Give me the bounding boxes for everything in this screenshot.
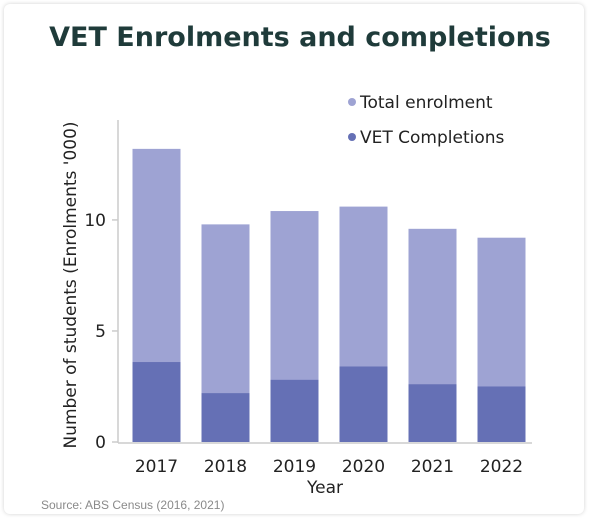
x-tick-label: 2017 xyxy=(135,457,178,477)
y-axis-label: Number of students (Enrolments '000) xyxy=(61,121,81,448)
legend-marker xyxy=(348,133,356,141)
bar-vet-completions-2020 xyxy=(339,366,388,442)
bar-vet-completions-2019 xyxy=(270,379,319,442)
bar-vet-completions-2022 xyxy=(477,386,526,442)
bar-vet-completions-2018 xyxy=(201,393,250,442)
legend-label: VET Completions xyxy=(360,128,505,148)
y-tick-label: 5 xyxy=(95,322,106,342)
y-tick-label: 0 xyxy=(95,433,106,453)
x-tick-label: 2019 xyxy=(273,457,316,477)
chart-title: VET Enrolments and completions xyxy=(49,22,551,53)
x-tick-label: 2021 xyxy=(411,457,454,477)
y-tick-label: 10 xyxy=(84,211,106,231)
x-tick-label: 2022 xyxy=(480,457,523,477)
legend-label: Total enrolment xyxy=(359,93,493,113)
x-tick-label: 2018 xyxy=(204,457,247,477)
legend-marker xyxy=(348,98,356,106)
bar-vet-completions-2021 xyxy=(408,384,457,442)
bar-vet-completions-2017 xyxy=(132,362,181,442)
source-note: Source: ABS Census (2016, 2021) xyxy=(41,498,225,512)
x-tick-label: 2020 xyxy=(342,457,385,477)
x-axis-label: Year xyxy=(306,478,343,498)
